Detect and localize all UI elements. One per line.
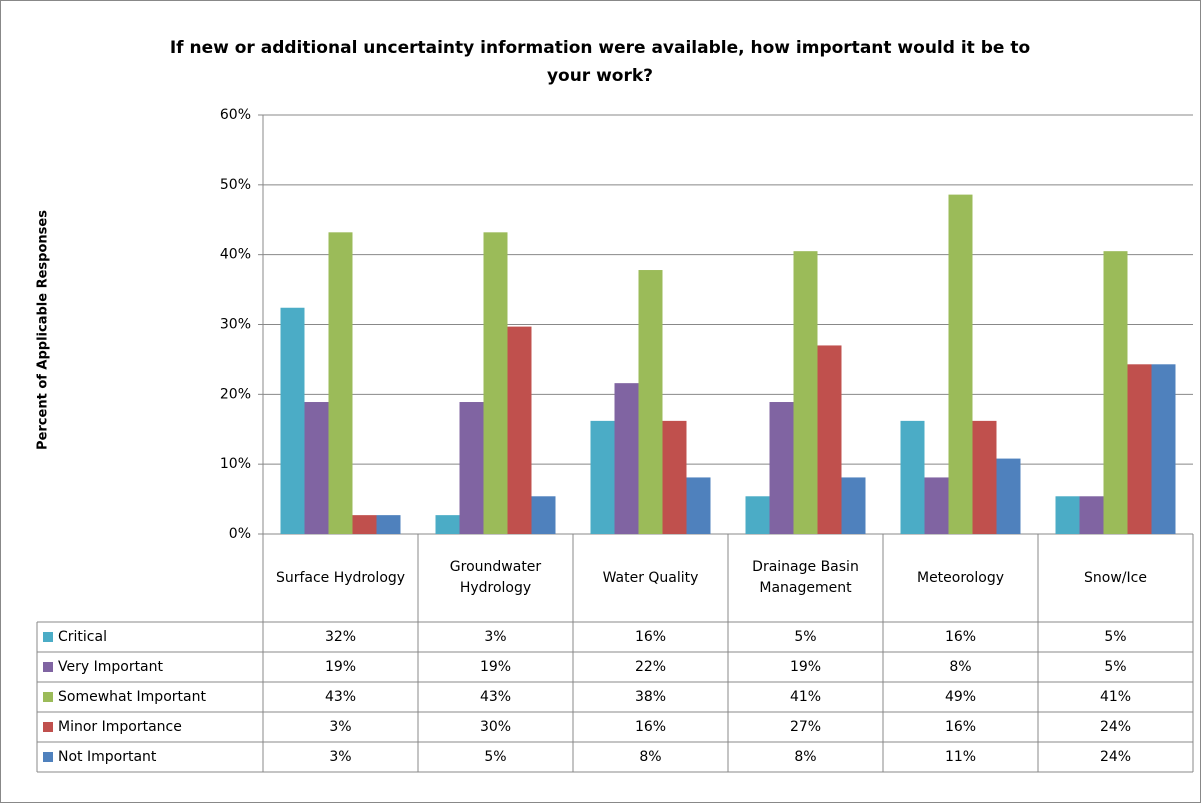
bar — [662, 420, 687, 534]
legend-label: Minor Importance — [58, 718, 182, 735]
bar — [793, 251, 818, 535]
category-label: Surface Hydrology — [275, 569, 406, 586]
bar — [280, 307, 305, 534]
category-label: Snow/Ice — [1084, 569, 1147, 586]
bar — [507, 326, 532, 534]
data-label: 8% — [639, 748, 662, 765]
legend-label: Not Important — [58, 748, 157, 765]
legend-swatch — [43, 752, 53, 762]
bar — [352, 515, 377, 534]
legend-swatch — [43, 722, 53, 732]
legend-label: Critical — [58, 628, 107, 645]
data-label: 30% — [479, 718, 512, 735]
bar — [459, 402, 484, 534]
y-tick-label: 60% — [220, 107, 251, 123]
legend-entry: Not Important — [37, 742, 263, 772]
data-label: 19% — [324, 658, 357, 675]
data-label: 43% — [479, 688, 512, 705]
bar — [769, 402, 794, 534]
data-label: 5% — [484, 748, 507, 765]
legend-entry: Very Important — [37, 652, 263, 682]
legend-entry: Somewhat Important — [37, 682, 263, 712]
bar — [1079, 496, 1104, 534]
y-tick-label: 40% — [220, 247, 251, 263]
bar — [1127, 364, 1152, 534]
y-tick-label: 20% — [220, 386, 251, 402]
bar — [972, 420, 997, 534]
data-label: 19% — [789, 658, 822, 675]
data-label: 5% — [1104, 628, 1127, 645]
data-label: 11% — [944, 748, 977, 765]
bar — [686, 477, 711, 534]
data-label: 5% — [794, 628, 817, 645]
data-label: 16% — [944, 628, 977, 645]
legend-entry: Critical — [37, 622, 263, 652]
legend-label: Very Important — [58, 658, 163, 675]
legend-swatch — [43, 692, 53, 702]
category-label: Meteorology — [916, 569, 1004, 586]
data-label: 32% — [324, 628, 357, 645]
bar — [1055, 496, 1080, 534]
data-label: 3% — [484, 628, 507, 645]
bar — [614, 383, 639, 534]
y-tick-label: 0% — [229, 526, 251, 542]
data-label: 41% — [789, 688, 822, 705]
legend-entry: Minor Importance — [37, 712, 263, 742]
bar — [376, 515, 401, 534]
bar — [745, 496, 770, 534]
category-label: Water Quality — [602, 569, 699, 586]
data-label: 3% — [329, 748, 352, 765]
bar — [328, 232, 353, 534]
bar — [435, 515, 460, 534]
data-label: 27% — [789, 718, 822, 735]
bar — [900, 420, 925, 534]
bar — [841, 477, 866, 534]
legend-swatch — [43, 662, 53, 672]
data-label: 43% — [324, 688, 357, 705]
bar — [304, 402, 329, 534]
y-tick-label: 10% — [220, 456, 251, 472]
data-label: 3% — [329, 718, 352, 735]
category-label: Groundwater Hydrology — [449, 559, 542, 596]
data-label: 41% — [1099, 688, 1132, 705]
bar — [996, 458, 1021, 534]
data-label: 22% — [634, 658, 667, 675]
bar — [531, 496, 556, 534]
data-label: 16% — [634, 628, 667, 645]
category-label: Drainage Basin Management — [752, 559, 859, 596]
bar — [590, 420, 615, 534]
bar — [638, 270, 663, 534]
bar — [1151, 364, 1176, 534]
bar — [1103, 251, 1128, 535]
data-label: 49% — [944, 688, 977, 705]
y-axis-label: Percent of Applicable Responses — [36, 210, 51, 450]
data-label: 8% — [949, 658, 972, 675]
bar — [948, 194, 973, 535]
data-label: 38% — [634, 688, 667, 705]
chart-title: If new or additional uncertainty informa… — [169, 38, 1031, 86]
legend-label: Somewhat Important — [58, 688, 206, 705]
bar — [483, 232, 508, 534]
data-label: 16% — [944, 718, 977, 735]
data-label: 16% — [634, 718, 667, 735]
data-label: 8% — [794, 748, 817, 765]
data-label: 5% — [1104, 658, 1127, 675]
bar — [924, 477, 949, 534]
bar — [817, 345, 842, 534]
y-tick-label: 50% — [220, 177, 251, 193]
data-label: 24% — [1099, 748, 1132, 765]
data-label: 19% — [479, 658, 512, 675]
data-label: 24% — [1099, 718, 1132, 735]
y-tick-label: 30% — [220, 317, 251, 333]
legend-swatch — [43, 632, 53, 642]
